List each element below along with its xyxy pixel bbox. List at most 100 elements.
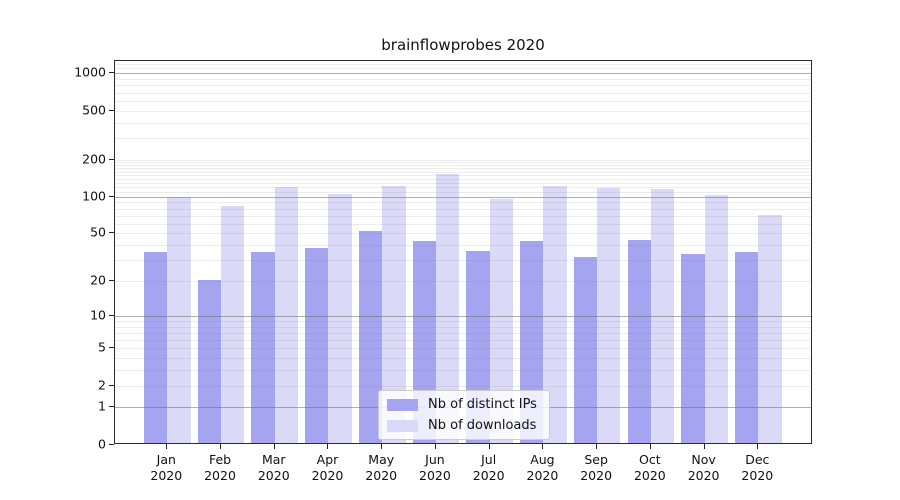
legend-swatch-distinct-ips xyxy=(387,398,418,411)
bar-distinct-ips-may xyxy=(358,230,383,443)
bar-downloads-jan xyxy=(167,196,191,443)
bar-distinct-ips-sep xyxy=(573,256,598,443)
bar-downloads-sep xyxy=(597,187,621,443)
y-tick-mark xyxy=(109,314,114,316)
x-tick-label-jul: Jul 2020 xyxy=(472,451,505,483)
x-tick-label-aug: Aug 2020 xyxy=(526,451,559,483)
bar-downloads-apr xyxy=(328,194,352,443)
x-tick-label-nov: Nov 2020 xyxy=(687,451,720,483)
minor-gridline xyxy=(115,100,811,102)
minor-gridline xyxy=(115,168,811,170)
bar-distinct-ips-mar xyxy=(251,252,275,443)
y-tick-mark xyxy=(109,280,114,281)
minor-gridline xyxy=(115,260,811,262)
bar-distinct-ips-apr xyxy=(305,247,329,443)
y-tick-mark xyxy=(109,232,114,234)
minor-gridline xyxy=(115,85,811,87)
minor-gridline xyxy=(115,223,811,225)
x-tick-label-mar: Mar 2020 xyxy=(257,451,290,483)
bar-downloads-may xyxy=(382,185,406,443)
x-tick-mark xyxy=(649,443,651,449)
y-tick-label: 10 xyxy=(90,307,106,323)
bar-downloads-aug xyxy=(543,186,567,443)
minor-gridline xyxy=(115,340,811,341)
bar-downloads-jun xyxy=(435,173,460,443)
legend-swatch-downloads xyxy=(387,419,418,432)
minor-gridline xyxy=(115,175,811,177)
bar-distinct-ips-oct xyxy=(627,239,651,443)
y-tick-mark xyxy=(109,109,114,111)
y-tick-label: 1000 xyxy=(74,64,106,80)
minor-gridline xyxy=(115,159,811,161)
minor-gridline xyxy=(115,92,811,94)
y-tick-mark xyxy=(109,195,114,197)
minor-gridline xyxy=(115,215,811,217)
y-tick-mark xyxy=(109,443,114,445)
minor-gridline xyxy=(115,233,811,235)
bar-distinct-ips-jan xyxy=(144,252,168,443)
bar-distinct-ips-nov xyxy=(681,253,705,443)
minor-gridline xyxy=(115,63,811,65)
x-tick-label-jun: Jun 2020 xyxy=(419,451,451,483)
y-tick-label: 500 xyxy=(82,102,106,118)
y-tick-mark xyxy=(109,72,114,74)
minor-gridline xyxy=(115,79,811,81)
plot-area xyxy=(114,60,812,444)
major-gridline xyxy=(115,315,811,317)
y-tick-label: 200 xyxy=(82,151,106,167)
minor-gridline xyxy=(115,110,811,112)
x-tick-mark xyxy=(220,443,222,449)
minor-gridline xyxy=(115,186,811,188)
x-tick-mark xyxy=(703,443,705,449)
chart-title: brainflowprobes 2020 xyxy=(381,36,545,54)
minor-gridline xyxy=(115,208,811,210)
y-tick-label: 100 xyxy=(82,188,106,204)
y-tick-label: 20 xyxy=(90,272,106,288)
bar-downloads-jul xyxy=(489,199,513,443)
minor-gridline xyxy=(115,68,811,70)
x-tick-mark xyxy=(542,443,544,449)
minor-gridline xyxy=(115,281,811,282)
bar-downloads-nov xyxy=(704,194,728,443)
x-tick-mark xyxy=(327,443,329,449)
minor-gridline xyxy=(115,162,811,164)
x-tick-label-sep: Sep 2020 xyxy=(580,451,613,483)
bar-downloads-feb xyxy=(221,206,245,443)
x-tick-label-apr: Apr 2020 xyxy=(311,451,344,483)
bar-downloads-dec xyxy=(758,214,782,443)
y-tick-label: 50 xyxy=(90,224,106,240)
major-gridline xyxy=(115,73,811,75)
minor-gridline xyxy=(115,370,811,372)
legend-label-distinct-ips: Nb of distinct IPs xyxy=(428,397,537,412)
x-tick-mark xyxy=(596,443,598,449)
legend-item-distinct-ips: Nb of distinct IPs xyxy=(387,397,537,412)
minor-gridline xyxy=(115,171,811,173)
legend-item-downloads: Nb of downloads xyxy=(387,418,537,433)
minor-gridline xyxy=(115,182,811,184)
minor-gridline xyxy=(115,326,811,328)
bar-distinct-ips-feb xyxy=(197,279,222,443)
x-tick-mark xyxy=(757,443,759,449)
y-tick-label: 0 xyxy=(98,436,106,451)
minor-gridline xyxy=(115,358,811,360)
x-tick-mark xyxy=(381,443,383,449)
x-tick-label-feb: Feb 2020 xyxy=(204,451,236,483)
minor-gridline xyxy=(115,165,811,167)
bar-distinct-ips-dec xyxy=(735,252,759,443)
minor-gridline xyxy=(115,245,811,247)
y-tick-mark xyxy=(109,347,114,349)
y-tick-label: 5 xyxy=(98,339,106,355)
y-tick-mark xyxy=(109,384,114,386)
bar-downloads-mar xyxy=(274,186,299,443)
minor-gridline xyxy=(115,320,811,322)
x-tick-label-oct: Oct 2020 xyxy=(633,451,666,483)
y-tick-label: 1 xyxy=(98,398,106,414)
y-tick-mark xyxy=(109,158,114,160)
minor-gridline xyxy=(115,348,811,350)
minor-gridline xyxy=(115,202,811,204)
minor-gridline xyxy=(115,138,811,140)
minor-gridline xyxy=(115,332,811,334)
y-tick-mark xyxy=(109,406,114,408)
major-gridline xyxy=(115,196,811,198)
